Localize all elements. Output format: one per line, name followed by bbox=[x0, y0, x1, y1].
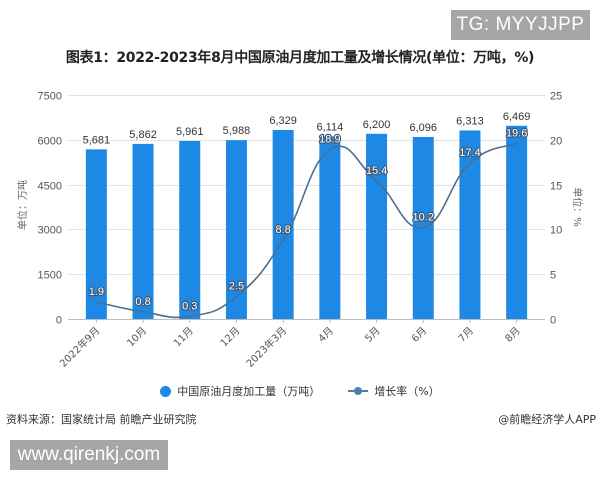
right-tick-label: 5 bbox=[550, 270, 556, 282]
bar[interactable] bbox=[225, 140, 247, 319]
left-tick-label: 3000 bbox=[38, 225, 62, 237]
bar-value-label: 6,096 bbox=[409, 122, 437, 134]
line-value-label: 0.3 bbox=[182, 300, 197, 312]
bar[interactable] bbox=[319, 136, 341, 319]
right-tick-label: 20 bbox=[550, 136, 562, 148]
credit: @前瞻经济学人APP bbox=[498, 413, 596, 426]
bar-value-label: 5,988 bbox=[223, 125, 251, 137]
category-label: 5月 bbox=[363, 325, 383, 345]
bar[interactable] bbox=[366, 133, 388, 319]
category-label: 2023年3月 bbox=[243, 324, 289, 370]
right-axis-title: 单位：% bbox=[571, 187, 584, 227]
line-value-label: 15.4 bbox=[366, 165, 387, 177]
bar-series bbox=[85, 125, 528, 319]
line-marker-icon bbox=[348, 386, 369, 396]
bar[interactable] bbox=[85, 149, 107, 319]
left-axis-title: 单位：万吨 bbox=[16, 180, 29, 230]
legend-bar-label: 中国原油月度加工量（万吨） bbox=[177, 385, 321, 398]
bar[interactable] bbox=[132, 143, 154, 319]
left-tick-label: 7500 bbox=[38, 91, 62, 103]
right-tick-label: 25 bbox=[550, 91, 562, 103]
bar-value-label: 6,313 bbox=[456, 115, 484, 127]
bar-value-label: 6,200 bbox=[363, 119, 391, 131]
category-labels: 2022年9月 10月 11月 12月 2023年3月 4月 5月 6月 7月 8月 bbox=[57, 324, 523, 370]
left-tick-label: 0 bbox=[56, 315, 62, 327]
bar-value-label: 5,681 bbox=[83, 134, 111, 146]
bar-value-label: 6,329 bbox=[269, 115, 297, 127]
line-value-label: 18.9 bbox=[319, 134, 340, 146]
data-source: 资料来源：国家统计局 前瞻产业研究院 bbox=[6, 413, 197, 426]
bar-value-label: 5,862 bbox=[129, 129, 157, 141]
category-label: 12月 bbox=[218, 325, 243, 350]
chart-title: 图表1：2022-2023年8月中国原油月度加工量及增长情况(单位：万吨，%) bbox=[65, 50, 535, 66]
legend-item-bar[interactable]: 中国原油月度加工量（万吨） bbox=[160, 383, 320, 399]
legend: 中国原油月度加工量（万吨） 增长率（%） bbox=[0, 383, 600, 399]
right-tick-label: 10 bbox=[550, 225, 562, 237]
legend-item-line[interactable]: 增长率（%） bbox=[348, 383, 440, 399]
x-axis-ticks bbox=[95, 319, 518, 323]
left-axis-ticks: 0 1500 3000 4500 6000 7500 bbox=[38, 91, 62, 327]
category-label: 4月 bbox=[316, 325, 336, 345]
category-label: 8月 bbox=[503, 325, 523, 345]
category-label: 2022年9月 bbox=[57, 324, 103, 370]
line-value-label: 10.2 bbox=[413, 212, 434, 224]
bar[interactable] bbox=[272, 129, 294, 319]
line-value-labels: 1.9 0.8 0.3 2.5 8.8 18.9 15.4 10.2 17.4 19.6 bbox=[88, 126, 529, 313]
legend-line-label: 增长率（%） bbox=[374, 385, 440, 398]
right-tick-label: 15 bbox=[550, 181, 562, 193]
left-tick-label: 1500 bbox=[38, 270, 62, 282]
category-label: 11月 bbox=[171, 325, 196, 350]
right-axis-ticks: 0 5 10 15 20 25 bbox=[550, 91, 562, 327]
line-value-label: 2.5 bbox=[229, 281, 244, 293]
left-tick-label: 6000 bbox=[38, 136, 62, 148]
category-label: 10月 bbox=[125, 325, 150, 350]
bar-value-label: 6,469 bbox=[503, 111, 531, 123]
line-value-label: 19.6 bbox=[506, 127, 527, 139]
bar[interactable] bbox=[179, 140, 201, 319]
category-label: 7月 bbox=[456, 325, 476, 345]
line-value-label: 0.8 bbox=[135, 296, 150, 308]
bar[interactable] bbox=[459, 130, 481, 319]
line-value-label: 8.8 bbox=[276, 224, 291, 236]
growth-rate-line bbox=[96, 142, 517, 319]
watermark-url-badge: www.qirenkj.com bbox=[10, 440, 168, 470]
line-value-label: 17.4 bbox=[459, 147, 480, 159]
circle-marker-icon bbox=[160, 385, 172, 397]
bar-value-labels: 5,681 5,862 5,961 5,988 6,329 6,114 6,200 6,096… bbox=[83, 111, 531, 147]
right-tick-label: 0 bbox=[550, 315, 556, 327]
category-label: 6月 bbox=[409, 325, 429, 345]
bar[interactable] bbox=[506, 125, 528, 319]
left-tick-label: 4500 bbox=[38, 181, 62, 193]
bar-value-label: 6,114 bbox=[316, 121, 343, 133]
bar-value-label: 5,961 bbox=[176, 126, 204, 138]
watermark-tg-badge: TG: MYYJJPP bbox=[451, 10, 590, 40]
line-value-label: 1.9 bbox=[89, 286, 104, 298]
